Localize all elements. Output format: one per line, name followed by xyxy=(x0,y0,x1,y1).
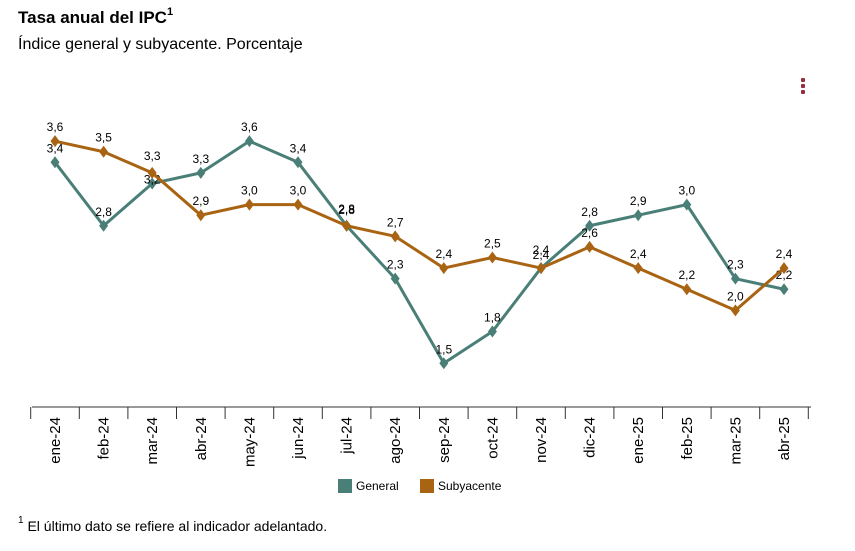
legend-swatch-general xyxy=(338,479,352,493)
data-label-general: 2,3 xyxy=(387,258,404,272)
data-label-general: 3,3 xyxy=(192,152,209,166)
point-general xyxy=(99,219,109,232)
data-label-subyacente: 3,3 xyxy=(144,149,161,163)
data-label-general: 1,5 xyxy=(435,342,452,356)
data-label-general: 3,4 xyxy=(290,141,307,155)
footnote-text: El último dato se refiere al indicador a… xyxy=(27,518,328,534)
point-subyacente xyxy=(390,230,400,243)
point-subyacente xyxy=(196,209,206,222)
x-tick-label: jun-24 xyxy=(290,417,307,460)
point-general xyxy=(293,156,303,169)
x-tick-label: feb-25 xyxy=(679,417,696,460)
point-general xyxy=(390,272,400,285)
data-label-general: 1,8 xyxy=(484,311,501,325)
series-line-subyacente xyxy=(54,139,785,312)
point-general xyxy=(439,357,449,370)
data-label-subyacente: 2,5 xyxy=(484,237,501,251)
chart-subtitle: Índice general y subyacente. Porcentaje xyxy=(18,36,303,53)
x-tick-label: may-24 xyxy=(241,417,258,467)
data-label-subyacente: 2,7 xyxy=(387,215,404,229)
point-general xyxy=(147,177,157,190)
x-tick-label: sep-24 xyxy=(436,417,453,463)
x-tick-label: ene-24 xyxy=(47,417,64,464)
point-subyacente xyxy=(585,240,595,253)
data-label-general: 2,3 xyxy=(727,258,744,272)
data-label-general: 2,9 xyxy=(630,194,647,208)
x-tick-label: jul-24 xyxy=(339,417,356,455)
x-tick-label: mar-24 xyxy=(144,417,161,465)
data-label-general: 2,8 xyxy=(581,205,598,219)
point-subyacente xyxy=(682,283,692,296)
point-general xyxy=(196,166,206,179)
point-general xyxy=(50,156,60,169)
kebab-menu-icon[interactable] xyxy=(797,78,809,100)
data-label-subyacente: 2,0 xyxy=(727,289,744,303)
chart-title-text: Tasa anual del IPC xyxy=(18,8,167,27)
legend-label-subyacente: Subyacente xyxy=(438,479,502,493)
point-subyacente xyxy=(730,304,740,317)
menu-dot xyxy=(801,90,805,94)
data-label-subyacente: 2,4 xyxy=(630,247,647,261)
data-label-subyacente: 2,2 xyxy=(678,268,695,282)
data-label-subyacente: 2,6 xyxy=(581,226,598,240)
legend-swatch-subyacente xyxy=(420,479,434,493)
point-subyacente xyxy=(147,166,157,179)
point-general xyxy=(487,325,497,338)
data-label-general: 2,8 xyxy=(95,205,112,219)
data-label-general: 3,6 xyxy=(241,120,258,134)
point-general xyxy=(730,272,740,285)
point-subyacente xyxy=(633,262,643,275)
data-label-general: 2,4 xyxy=(533,243,550,257)
data-label-subyacente: 3,0 xyxy=(290,184,307,198)
point-subyacente xyxy=(293,198,303,211)
x-tick-label: feb-24 xyxy=(96,417,113,460)
x-tick-label: dic-24 xyxy=(582,417,599,458)
legend-label-general: General xyxy=(356,479,399,493)
footnote-mark: 1 xyxy=(18,515,24,526)
x-tick-label: ago-24 xyxy=(387,417,404,464)
data-label-subyacente: 2,9 xyxy=(192,194,209,208)
x-tick-label: abr-25 xyxy=(776,417,793,460)
point-general xyxy=(779,283,789,296)
x-tick-label: nov-24 xyxy=(533,417,550,463)
point-general xyxy=(682,198,692,211)
data-label-subyacente: 3,5 xyxy=(95,131,112,145)
series-line-general xyxy=(53,139,785,365)
data-label-general: 3,4 xyxy=(47,141,64,155)
data-label-subyacente: 3,6 xyxy=(47,120,64,134)
x-tick-label: abr-24 xyxy=(193,417,210,460)
point-subyacente xyxy=(50,135,60,148)
chart-title-footnote-mark: 1 xyxy=(166,6,174,18)
point-general xyxy=(633,209,643,222)
x-tick-label: ene-25 xyxy=(630,417,647,464)
cpi-line-chart: ene-24 feb-24 mar-24 abr-24 may-24 jun-24 jul-… xyxy=(30,120,811,493)
data-label-subyacente: 2,8 xyxy=(338,203,355,217)
data-label-subyacente: 2,4 xyxy=(776,247,793,261)
menu-dot xyxy=(801,84,805,88)
point-subyacente xyxy=(779,262,789,275)
footnote: 1 El último dato se refiere al indicador… xyxy=(18,515,328,534)
data-label-general: 3,0 xyxy=(678,184,695,198)
point-general xyxy=(244,135,254,148)
point-subyacente xyxy=(99,145,109,158)
data-label-subyacente: 2,4 xyxy=(435,247,452,261)
point-general xyxy=(585,219,595,232)
x-tick-label: oct-24 xyxy=(484,417,501,459)
point-subyacente xyxy=(439,262,449,275)
point-subyacente xyxy=(244,198,254,211)
data-label-subyacente: 2,4 xyxy=(533,248,550,262)
data-label-general: 2,8 xyxy=(338,202,355,216)
data-label-subyacente: 3,0 xyxy=(241,184,258,198)
point-subyacente xyxy=(487,251,497,264)
x-tick-label: mar-25 xyxy=(727,417,744,465)
point-subyacente xyxy=(342,219,352,232)
point-subyacente xyxy=(536,262,546,275)
menu-dot xyxy=(801,78,805,82)
chart-title: Tasa anual del IPC1 xyxy=(18,6,174,28)
